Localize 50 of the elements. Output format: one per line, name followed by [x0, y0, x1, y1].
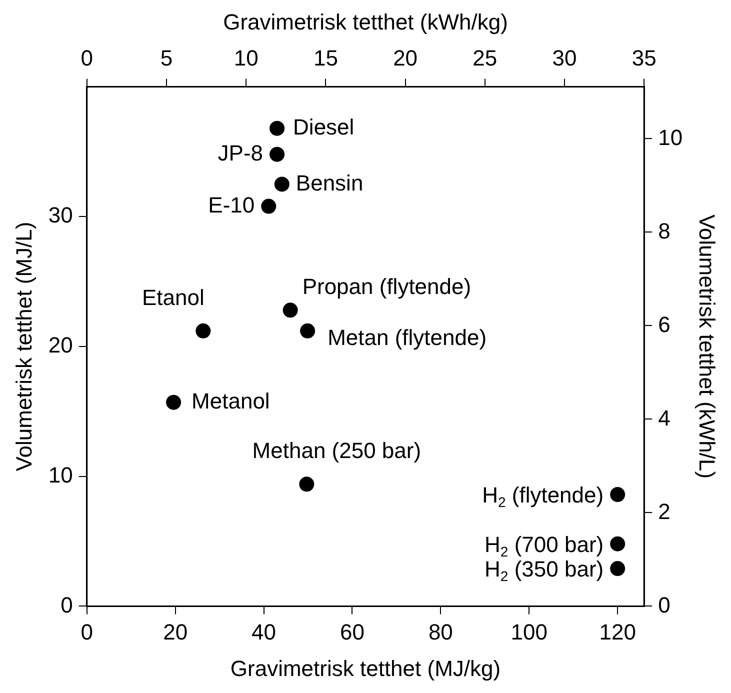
y-tick-label: 20 — [48, 332, 73, 358]
x2-tick-label: 10 — [234, 46, 258, 71]
annotation: Methan (250 bar) — [252, 438, 422, 464]
x2-tick-label: 35 — [632, 46, 656, 71]
point — [610, 487, 626, 502]
y-tick-label: 30 — [48, 202, 73, 228]
y-axis-title: Volumetrisk tetthet (MJ/L) — [11, 222, 36, 472]
annotation: Metanol — [192, 388, 270, 414]
point — [299, 476, 314, 492]
x2-tick-label: 25 — [472, 46, 498, 71]
x2-tick-label: 0 — [80, 46, 93, 71]
point — [300, 323, 316, 338]
y2-tick-label: 8 — [658, 218, 670, 244]
x2-tick-label: 5 — [160, 46, 173, 71]
y2-tick-label: 6 — [658, 312, 670, 337]
x-tick-label: 80 — [428, 619, 453, 644]
x-tick-label: 60 — [340, 619, 364, 644]
point — [261, 198, 276, 214]
y2-tick-label: 4 — [658, 405, 670, 430]
point — [166, 394, 182, 410]
point — [610, 561, 626, 576]
x-tick-label: 120 — [599, 619, 636, 644]
annotation: Propan (flytende) — [302, 274, 472, 300]
y2-axis-title: Volumetrisk tetthet (kWh/L) — [694, 214, 720, 479]
annotation: Metan (flytende) — [328, 324, 487, 350]
x-tick-label: 40 — [252, 619, 276, 644]
x2-tick-label: 20 — [393, 46, 418, 71]
y-tick-label: 10 — [48, 462, 73, 488]
annotation: E-10 — [208, 192, 255, 218]
annotation: JP-8 — [218, 140, 264, 166]
x-tick-label: 100 — [510, 619, 548, 644]
x2-axis-title: Gravimetrisk tetthet (kWh/kg) — [223, 9, 508, 34]
y-tick-label: 0 — [60, 592, 73, 618]
x-tick-label: 0 — [80, 619, 93, 644]
point — [270, 146, 285, 162]
x-axis-title: Gravimetrisk tetthet (MJ/kg) — [230, 656, 501, 681]
annotation: Diesel — [293, 114, 354, 140]
y2-tick-label: 10 — [658, 124, 683, 150]
point — [282, 302, 298, 318]
x-tick-label: 20 — [163, 619, 188, 644]
point — [610, 536, 626, 552]
y2-tick-label: 2 — [658, 498, 670, 524]
y2-tick-label: 0 — [658, 592, 670, 618]
annotation: Bensin — [296, 170, 364, 196]
point — [274, 176, 290, 192]
x2-tick-label: 15 — [313, 46, 338, 71]
point — [270, 120, 285, 136]
annotation: Etanol — [142, 284, 204, 310]
point — [196, 323, 211, 338]
x2-tick-label: 30 — [552, 46, 577, 71]
